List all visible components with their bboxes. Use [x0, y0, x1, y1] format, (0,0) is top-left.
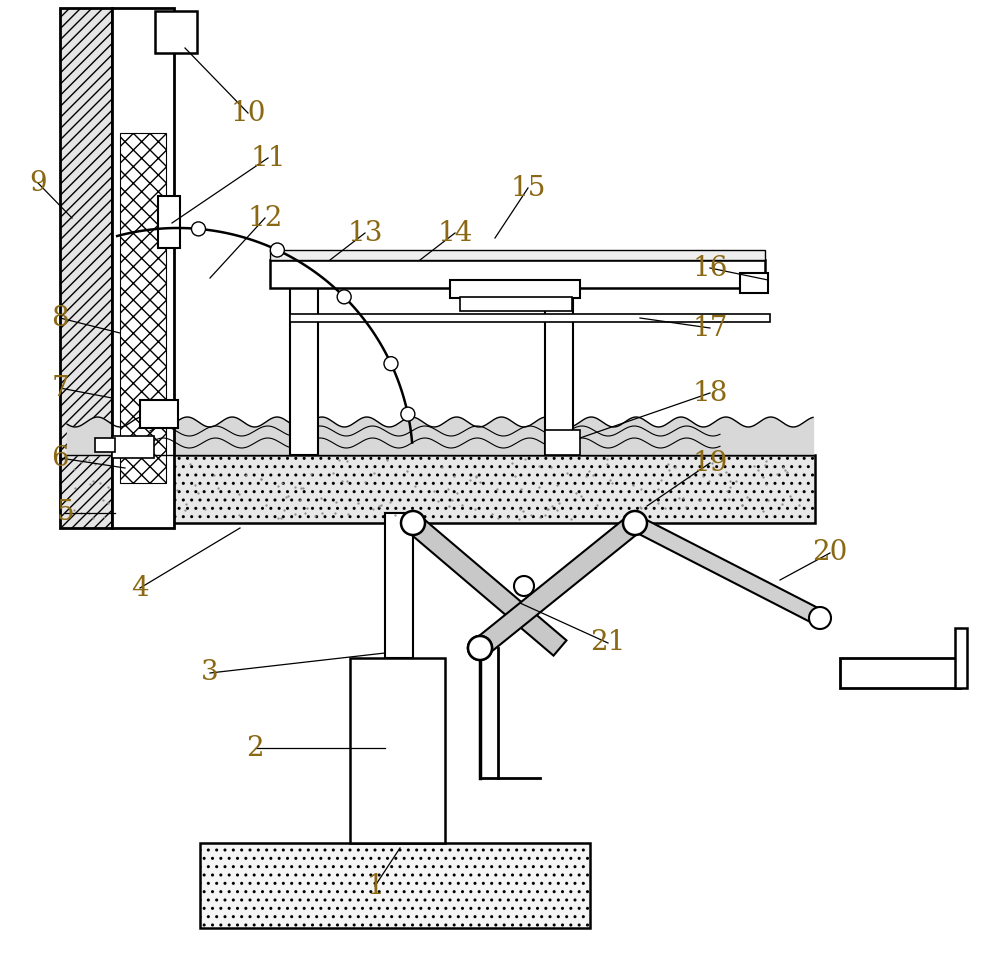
Bar: [290, 287, 318, 455]
Text: 7: 7: [51, 375, 69, 401]
Circle shape: [401, 511, 425, 535]
Bar: [120, 133, 166, 483]
Text: 6: 6: [51, 445, 69, 471]
Bar: [270, 250, 765, 260]
Bar: [840, 658, 960, 688]
Circle shape: [809, 607, 831, 629]
Text: 17: 17: [692, 314, 728, 341]
Text: 19: 19: [692, 449, 728, 476]
Circle shape: [191, 222, 205, 236]
Circle shape: [270, 243, 284, 257]
Text: 18: 18: [692, 379, 728, 406]
Bar: [545, 287, 573, 455]
Bar: [112, 436, 154, 458]
Bar: [460, 297, 572, 311]
Bar: [270, 260, 765, 288]
Text: 4: 4: [131, 575, 149, 602]
Text: 10: 10: [230, 100, 266, 126]
Bar: [65, 455, 815, 523]
Polygon shape: [407, 515, 566, 655]
Bar: [450, 280, 580, 298]
Circle shape: [384, 356, 398, 371]
Text: 3: 3: [201, 659, 219, 687]
Text: 2: 2: [246, 735, 264, 762]
Bar: [350, 658, 445, 843]
Circle shape: [468, 636, 492, 660]
Bar: [545, 430, 580, 455]
Circle shape: [337, 290, 351, 304]
Bar: [158, 196, 180, 248]
Text: 9: 9: [29, 170, 47, 196]
Circle shape: [401, 407, 415, 422]
Bar: [385, 513, 413, 658]
Text: 12: 12: [247, 204, 283, 232]
Circle shape: [468, 636, 492, 660]
Bar: [60, 8, 112, 528]
Text: 11: 11: [250, 145, 286, 171]
Bar: [140, 400, 178, 428]
Circle shape: [623, 511, 647, 535]
Text: 15: 15: [510, 174, 546, 201]
Text: 14: 14: [437, 219, 473, 246]
Text: 20: 20: [812, 539, 848, 566]
Circle shape: [514, 576, 534, 596]
Polygon shape: [474, 515, 641, 656]
Text: 5: 5: [56, 499, 74, 527]
Polygon shape: [631, 516, 824, 626]
Text: 21: 21: [590, 629, 626, 656]
Bar: [740, 273, 768, 293]
Bar: [955, 628, 967, 688]
Bar: [200, 843, 590, 928]
Bar: [95, 438, 115, 452]
Bar: [112, 8, 174, 528]
Text: 8: 8: [51, 305, 69, 331]
Bar: [290, 314, 770, 322]
Text: 13: 13: [347, 219, 383, 246]
Text: 16: 16: [692, 255, 728, 282]
Text: 1: 1: [366, 873, 384, 900]
Bar: [155, 11, 197, 53]
